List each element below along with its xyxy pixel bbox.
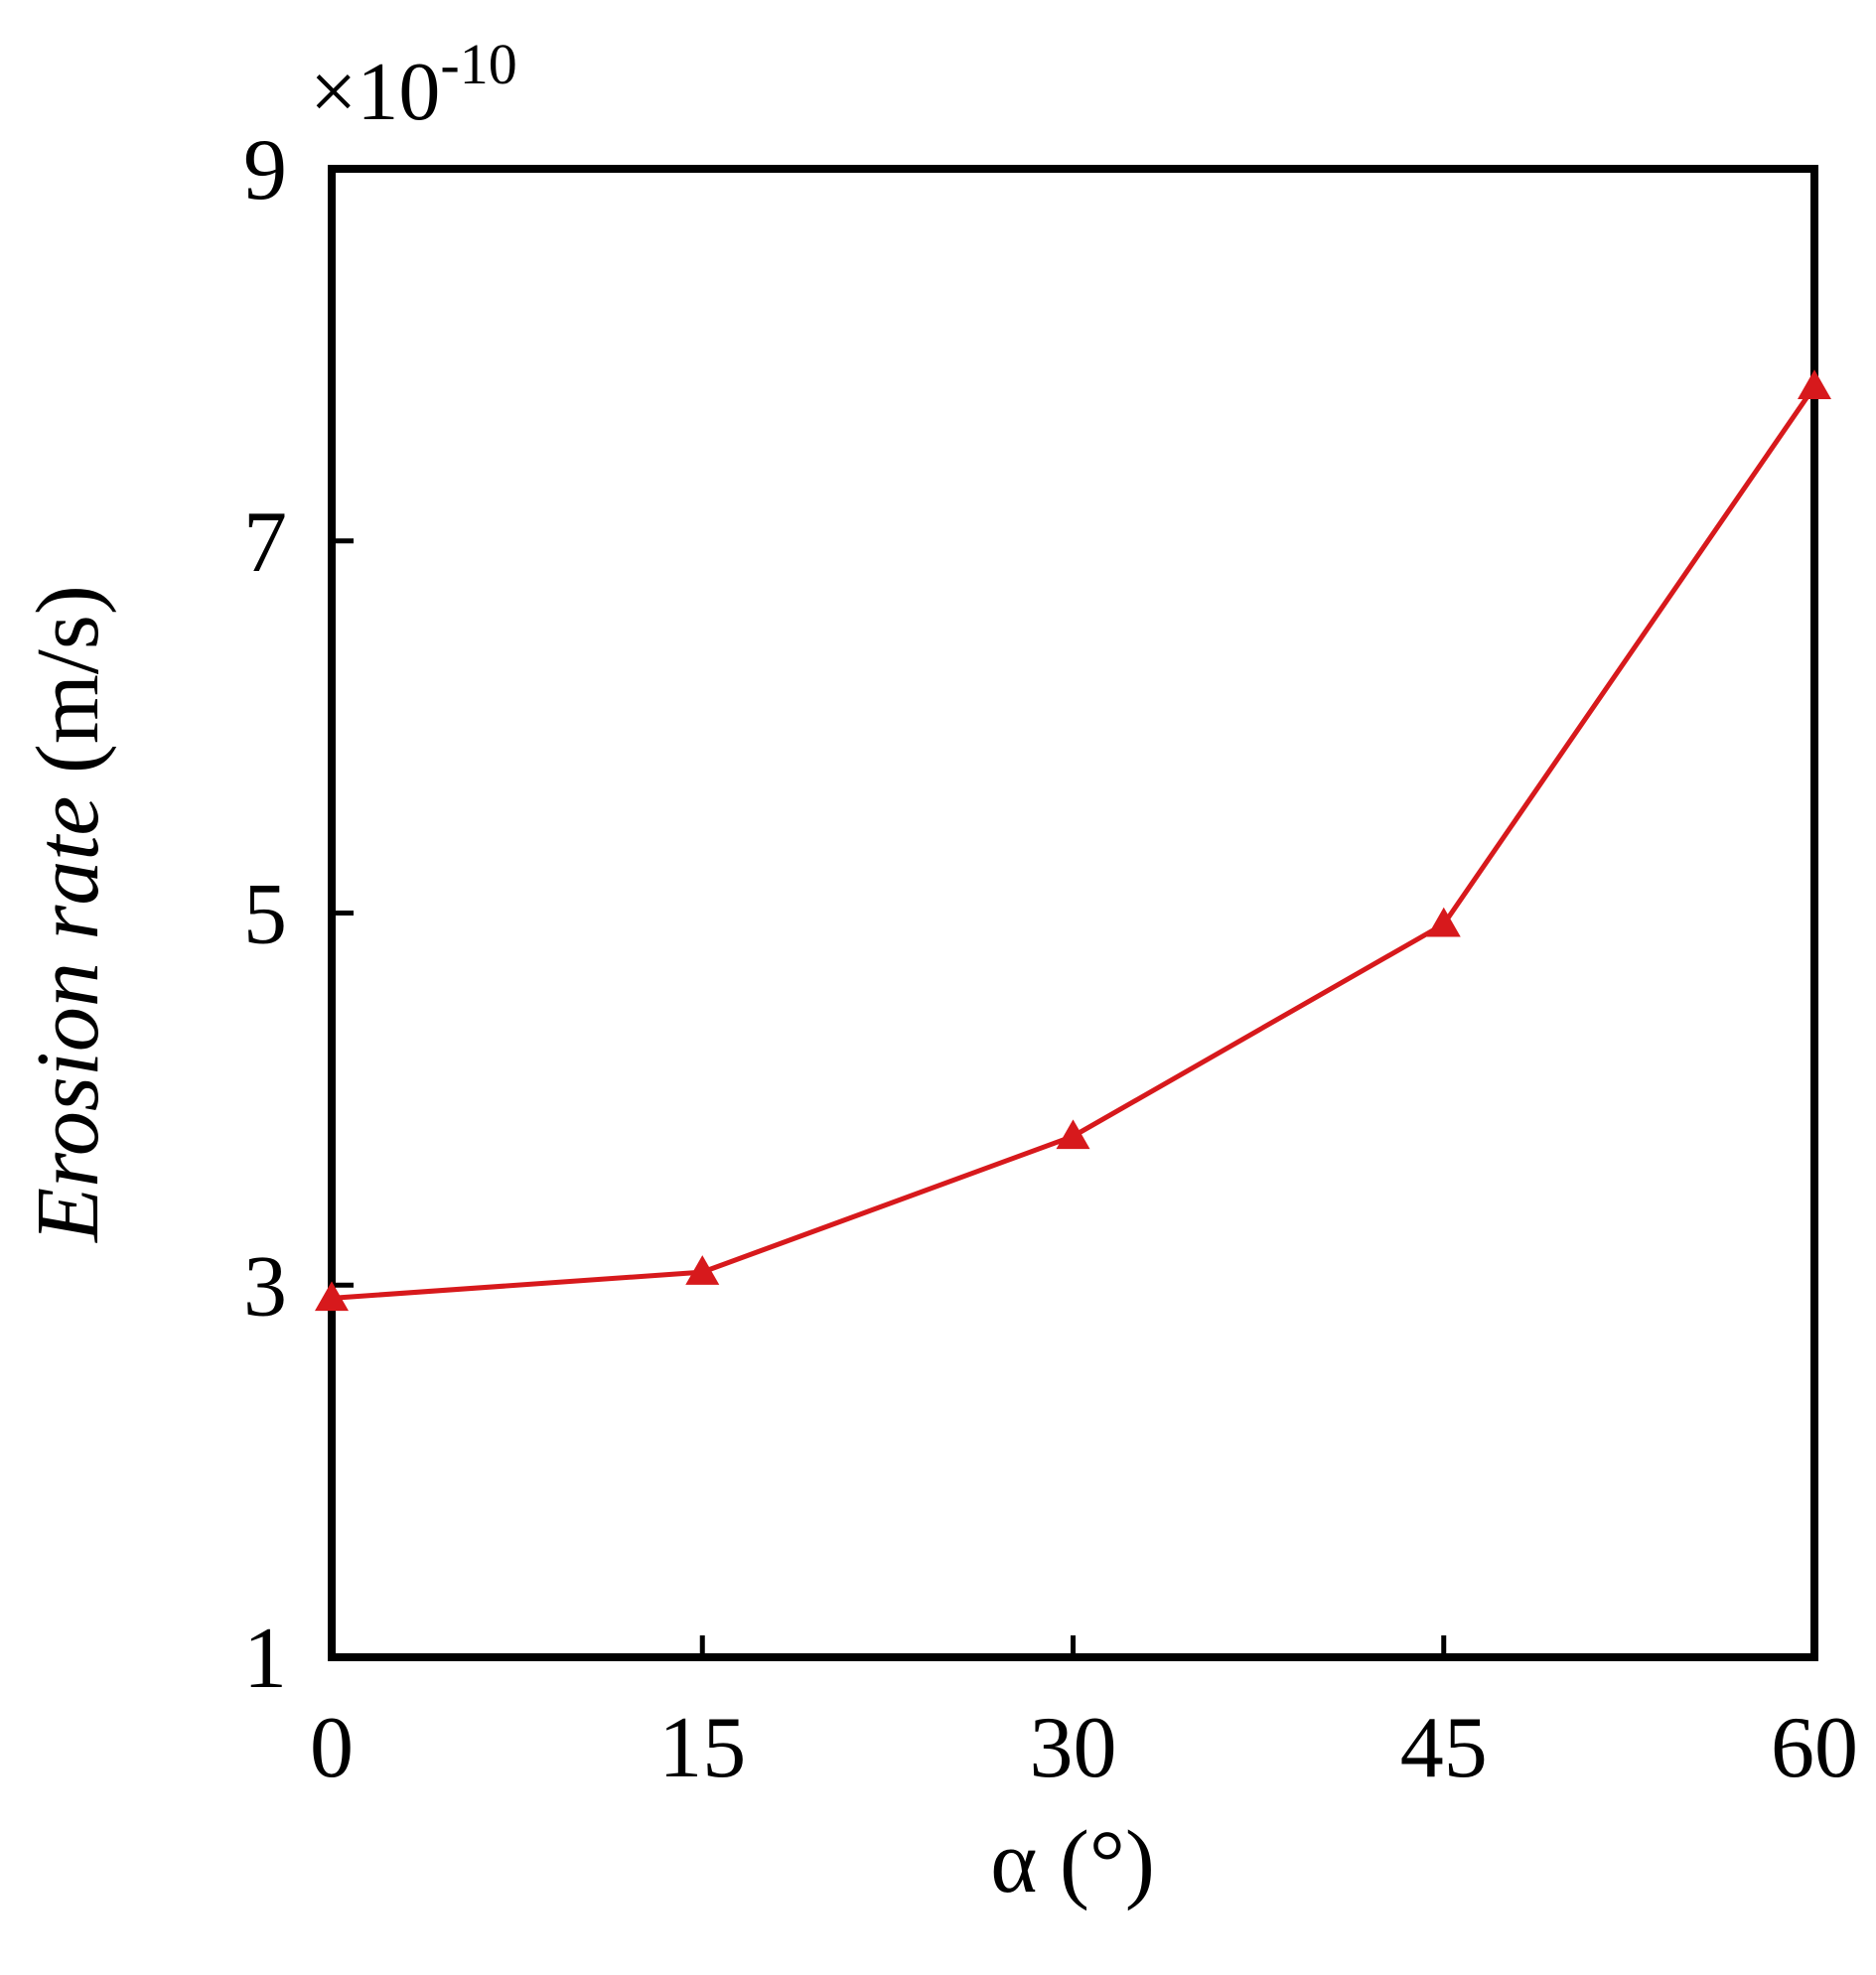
y-tick-label: 5: [243, 867, 287, 963]
x-tick-label: 0: [310, 1700, 354, 1796]
y-tick-label: 3: [243, 1238, 287, 1335]
multiplier-base: ×10: [310, 46, 440, 138]
marker: [1798, 369, 1831, 399]
marker: [1426, 907, 1461, 937]
x-tick-label: 60: [1771, 1700, 1858, 1796]
x-tick-label: 15: [658, 1700, 746, 1796]
x-tick-label: 30: [1030, 1700, 1117, 1796]
y-tick-label: 1: [243, 1611, 287, 1707]
x-axis-label: α (°): [990, 1813, 1155, 1911]
y-label-unit-text: (m/s): [19, 585, 117, 774]
y-label-italic: Erosion rate: [19, 796, 117, 1244]
y-tick-label: 7: [243, 494, 287, 591]
plot-frame: [328, 165, 1818, 1661]
y-tick-label: 9: [243, 122, 287, 218]
marker: [1056, 1119, 1090, 1150]
series-line: [331, 384, 1817, 1301]
marker: [315, 1281, 349, 1312]
multiplier-exponent: -10: [440, 32, 516, 96]
x-tick-label: 45: [1400, 1700, 1488, 1796]
y-axis-label: Erosion rate (m/s): [19, 585, 117, 1244]
y-label-unit: [19, 774, 117, 796]
axis-multiplier: ×10-10: [310, 32, 517, 138]
marker: [685, 1255, 720, 1285]
